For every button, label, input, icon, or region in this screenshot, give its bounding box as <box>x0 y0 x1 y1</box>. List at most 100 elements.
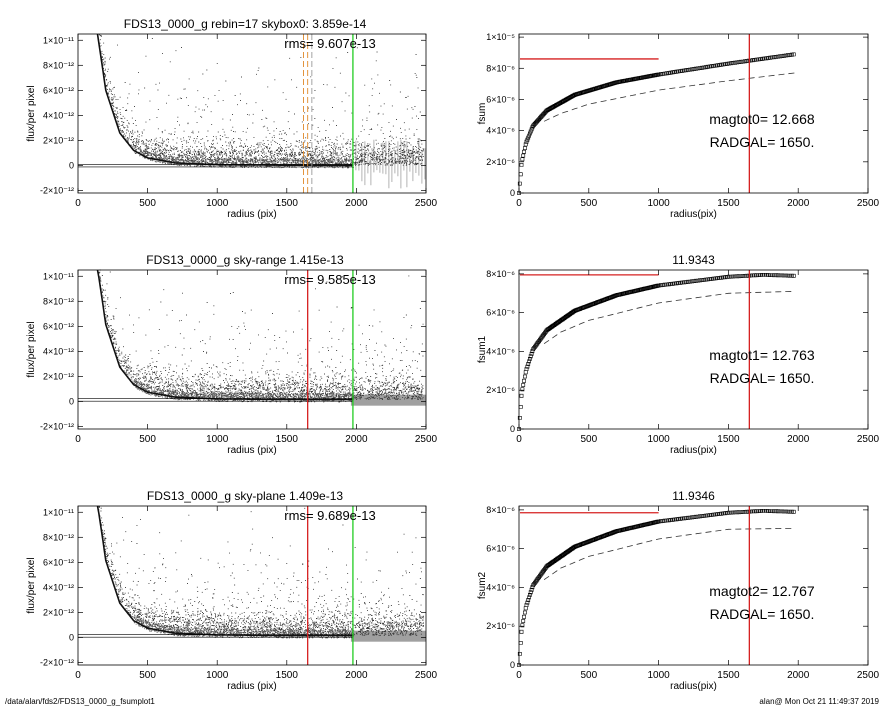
ytick-label: 4×10⁻⁶ <box>486 126 515 136</box>
ytick-label: 8×10⁻⁶ <box>486 505 515 515</box>
ytick-label: 4×10⁻¹² <box>43 582 74 592</box>
dashed-curve <box>543 290 795 345</box>
chart-title-fsum1: 11.9343 <box>672 253 715 267</box>
ytick-label: 2×10⁻¹² <box>43 607 74 617</box>
xtick-label: 2500 <box>415 198 438 209</box>
xtick-label: 500 <box>580 434 597 445</box>
footer-user-time: alan@ Mon Oct 21 11:49:37 2019 <box>759 697 879 706</box>
xtick-label: 2000 <box>345 198 368 209</box>
chart-title-flux2: FDS13_0000_g sky-plane 1.409e-13 <box>147 489 343 503</box>
ytick-label: 0 <box>69 160 74 170</box>
annotation-radgal-fsum2: RADGAL= 1650. <box>710 606 815 622</box>
xtick-label: 1000 <box>647 670 670 681</box>
axes-frame-fsum2 <box>518 505 869 666</box>
xaxis-label-fsum2: radius(pix) <box>670 681 717 692</box>
rms-label-flux0: rms= 9.607e-13 <box>284 36 375 51</box>
chart-fsum0: magtot0= 12.668 RADGAL= 1650. 0 500 1000 1500… <box>477 32 880 220</box>
xtick-label: 2500 <box>857 434 880 445</box>
axes-frame-flux0 <box>77 33 427 194</box>
axes-frame-flux2 <box>77 505 427 666</box>
ytick-label: 2×10⁻⁶ <box>486 621 515 631</box>
noise-band <box>350 394 426 406</box>
rms-label-flux2: rms= 9.689e-13 <box>284 508 375 523</box>
ytick-label: -2×10⁻¹² <box>40 185 74 195</box>
xtick-label: 2500 <box>857 198 880 209</box>
ytick-label: 2×10⁻¹² <box>43 135 74 145</box>
xtick-label: 2000 <box>787 198 810 209</box>
xtick-label: 2000 <box>787 670 810 681</box>
xaxis-label-fsum0: radius(pix) <box>670 209 717 220</box>
ytick-label: -2×10⁻¹² <box>40 421 74 431</box>
ytick-label: 6×10⁻⁶ <box>486 308 515 318</box>
annotation-radgal-fsum1: RADGAL= 1650. <box>710 370 815 386</box>
xtick-label: 500 <box>139 670 156 681</box>
data-layer-fsum1 <box>517 270 796 431</box>
noise-band <box>350 630 426 642</box>
ytick-label: 0 <box>69 396 74 406</box>
annotation-magtot-fsum1: magtot1= 12.763 <box>709 347 815 363</box>
data-layer-fsum0 <box>517 34 796 195</box>
xtick-label: 2000 <box>345 670 368 681</box>
xtick-label: 500 <box>139 198 156 209</box>
yaxis-label-flux2: flux/per pixel <box>26 557 37 613</box>
xtick-label: 1000 <box>206 670 229 681</box>
data-layer-flux0 <box>78 33 426 193</box>
xtick-label: 1000 <box>206 434 229 445</box>
ytick-label: 6×10⁻⁶ <box>486 544 515 554</box>
scatter-points <box>98 505 424 636</box>
xtick-label: 1000 <box>647 198 670 209</box>
profile-curve <box>96 505 354 637</box>
xaxis-label-flux1: radius (pix) <box>227 445 276 456</box>
data-layer-fsum2 <box>517 506 796 667</box>
axes-frame-fsum1 <box>518 269 869 430</box>
scatter-points <box>98 34 424 166</box>
yaxis-label-fsum1: fsum1 <box>477 335 488 363</box>
xtick-label: 0 <box>516 670 522 681</box>
ytick-label: 2×10⁻¹² <box>43 371 74 381</box>
footer-path: /data/alan/fds2/FDS13_0000_g_fsumplot1 <box>5 697 155 706</box>
xtick-label: 0 <box>75 434 81 445</box>
xtick-label: 1000 <box>206 198 229 209</box>
ytick-label: 8×10⁻¹² <box>43 60 74 70</box>
xtick-label: 0 <box>75 198 81 209</box>
data-layer-flux1 <box>78 269 426 429</box>
chart-fsum2: magtot2= 12.767 RADGAL= 1650. 0 500 1000 1500… <box>477 489 880 692</box>
axes-frame-flux1 <box>77 269 427 430</box>
ytick-label: 2×10⁻⁶ <box>486 385 515 395</box>
chart-fsum1: magtot1= 12.763 RADGAL= 1650. 0 500 1000 1500… <box>477 253 880 456</box>
chart-flux0: rms= 9.607e-13 0 500 1000 1500 2000 2500 -2×10⁻… <box>26 17 438 220</box>
ytick-label: 8×10⁻¹² <box>43 296 74 306</box>
ytick-label: 4×10⁻⁶ <box>486 346 515 356</box>
rms-label-flux1: rms= 9.585e-13 <box>284 272 375 287</box>
xtick-label: 2500 <box>857 670 880 681</box>
xtick-label: 1500 <box>276 198 299 209</box>
xtick-label: 500 <box>139 434 156 445</box>
ytick-label: 6×10⁻¹² <box>43 85 74 95</box>
xtick-label: 0 <box>75 670 81 681</box>
ytick-label: 2×10⁻⁶ <box>486 157 515 167</box>
dashed-curve <box>543 72 795 122</box>
xtick-label: 2500 <box>415 670 438 681</box>
annotation-radgal-fsum0: RADGAL= 1650. <box>710 134 815 150</box>
ytick-label: 0 <box>510 188 515 198</box>
xtick-label: 1500 <box>717 670 740 681</box>
ytick-label: -2×10⁻¹² <box>40 657 74 667</box>
ytick-label: 6×10⁻¹² <box>43 557 74 567</box>
ytick-label: 0 <box>510 660 515 670</box>
xtick-label: 0 <box>516 198 522 209</box>
chart-flux1: rms= 9.585e-13 0 500 1000 1500 2000 2500 -2×10⁻… <box>26 253 438 456</box>
annotation-magtot-fsum0: magtot0= 12.668 <box>709 111 815 127</box>
xtick-label: 2000 <box>345 434 368 445</box>
xtick-label: 2000 <box>787 434 810 445</box>
ytick-label: 6×10⁻¹² <box>43 321 74 331</box>
chart-flux2: rms= 9.689e-13 0 500 1000 1500 2000 2500 -2×10⁻… <box>26 489 438 692</box>
chart-title-fsum2: 11.9346 <box>672 489 715 503</box>
xtick-label: 500 <box>580 198 597 209</box>
xtick-label: 500 <box>580 670 597 681</box>
xaxis-label-flux0: radius (pix) <box>227 209 276 220</box>
xaxis-label-flux2: radius (pix) <box>227 681 276 692</box>
chart-title-flux0: FDS13_0000_g rebin=17 skybox0: 3.859e-14 <box>124 17 367 31</box>
ytick-label: 1×10⁻¹¹ <box>43 507 74 517</box>
axes-frame-fsum0 <box>518 33 869 194</box>
dashed-curve <box>543 527 795 581</box>
